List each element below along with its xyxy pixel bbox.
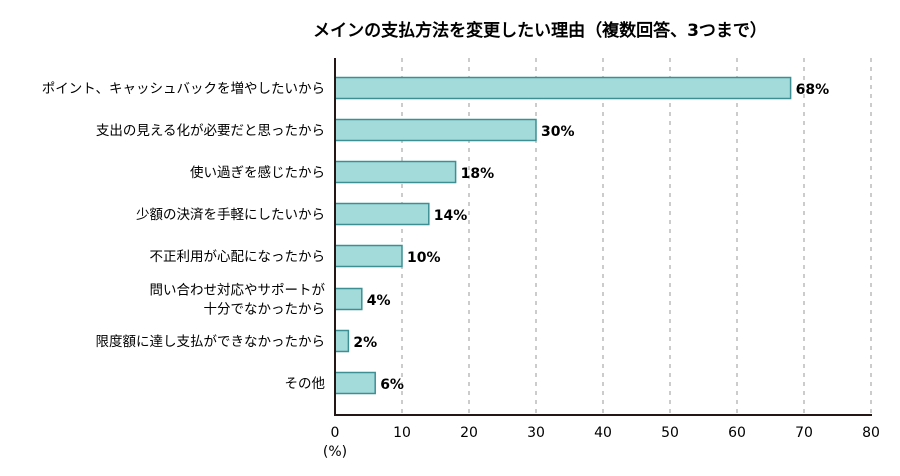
value-label: 68% — [796, 82, 830, 98]
value-label: 14% — [434, 208, 468, 224]
bar — [334, 118, 537, 142]
x-tick-label: 80 — [862, 425, 880, 441]
category-label: その他 — [285, 376, 326, 392]
category-label: 十分でなかったから — [204, 302, 326, 318]
x-tick-label: 20 — [460, 425, 478, 441]
x-tick-label: 70 — [795, 425, 813, 441]
x-tick-label: 10 — [393, 425, 411, 441]
value-label: 18% — [461, 166, 495, 182]
x-tick-label: 30 — [527, 425, 545, 441]
category-label: 不正利用が心配になったから — [150, 249, 326, 265]
x-tick-label: 60 — [728, 425, 746, 441]
category-label: 問い合わせ対応やサポートが — [150, 283, 326, 299]
value-label: 30% — [541, 124, 575, 140]
x-tick-label: 0 — [331, 425, 340, 441]
bar — [334, 202, 430, 226]
bar — [334, 76, 792, 100]
category-label: 使い過ぎを感じたから — [190, 164, 325, 181]
value-label: 6% — [380, 377, 404, 393]
bar — [334, 160, 457, 184]
bar — [334, 329, 350, 353]
value-label: 4% — [367, 293, 391, 309]
x-tick-label: 50 — [661, 425, 679, 441]
category-label: 支出の見える化が必要だと思ったから — [96, 123, 325, 139]
category-label: 限度額に達し支払ができなかったから — [96, 334, 326, 350]
category-label: 少額の決済を手軽にしたいから — [136, 207, 325, 223]
bar — [334, 244, 403, 268]
category-label: ポイント、キャッシュバックを増やしたいから — [42, 81, 325, 97]
value-label: 10% — [407, 250, 441, 266]
x-tick-label: 40 — [594, 425, 612, 441]
bar — [334, 371, 376, 395]
x-unit-label: (%) — [323, 444, 347, 460]
value-label: 2% — [353, 335, 377, 351]
chart-title: メインの支払方法を変更したい理由（複数回答、3つまで） — [313, 20, 767, 41]
bar — [334, 287, 363, 311]
